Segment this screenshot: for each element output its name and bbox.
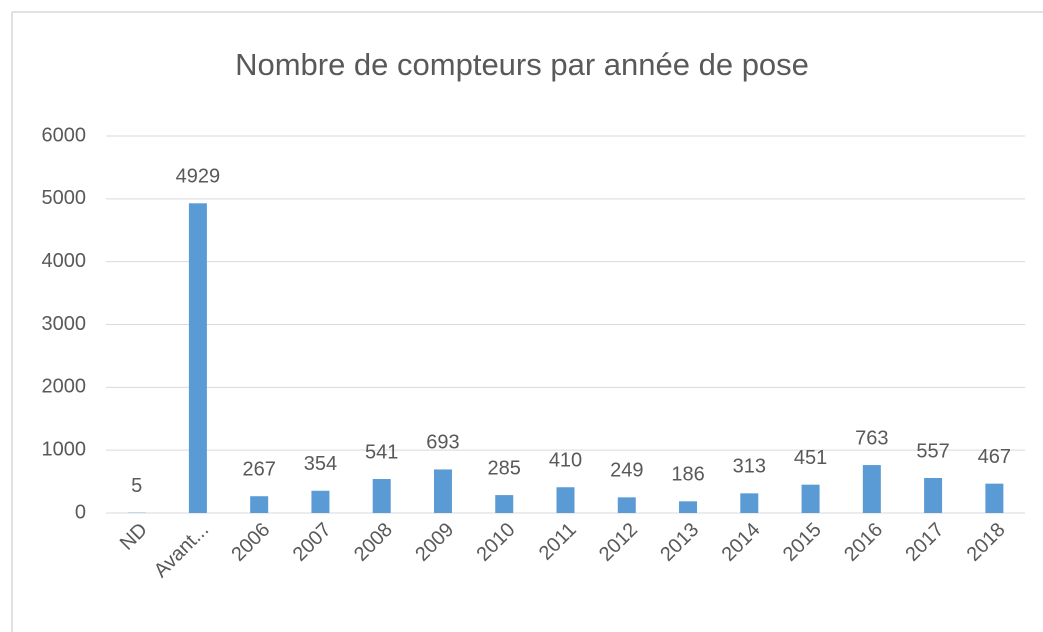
bar: [556, 487, 575, 513]
bar: [985, 483, 1004, 513]
y-tick-label: 3000: [42, 313, 87, 335]
data-label: 249: [610, 460, 643, 482]
data-label: 186: [671, 464, 704, 486]
y-tick-label: 4000: [42, 250, 87, 272]
data-label: 410: [549, 450, 582, 472]
bar: [617, 497, 636, 513]
y-tick-label: 0: [75, 501, 86, 523]
chart-title: Nombre de compteurs par année de pose: [235, 47, 809, 82]
data-label: 267: [242, 459, 275, 481]
data-label: 354: [304, 453, 337, 475]
bar: [250, 496, 269, 513]
bar: [924, 478, 943, 513]
bar: [740, 493, 759, 513]
data-label: 693: [426, 432, 459, 454]
bar: [862, 465, 881, 513]
bar: [372, 479, 391, 513]
bar: [433, 469, 452, 513]
bar: [311, 490, 330, 513]
data-label: 4929: [176, 166, 221, 188]
data-label: 541: [365, 441, 398, 463]
y-tick-label: 5000: [42, 187, 87, 209]
data-label: 285: [488, 457, 521, 479]
data-label: 313: [733, 456, 766, 478]
data-label: 451: [794, 447, 827, 469]
data-label: 557: [916, 440, 949, 462]
y-tick-label: 1000: [42, 438, 87, 460]
data-label: 5: [131, 475, 142, 497]
y-tick-label: 2000: [42, 376, 87, 398]
data-label: 467: [978, 446, 1011, 468]
y-tick-label: 6000: [42, 124, 87, 146]
bar: [495, 495, 514, 513]
bar: [188, 203, 207, 513]
bar: [801, 484, 820, 513]
bar: [679, 501, 698, 513]
data-label: 763: [855, 427, 888, 449]
